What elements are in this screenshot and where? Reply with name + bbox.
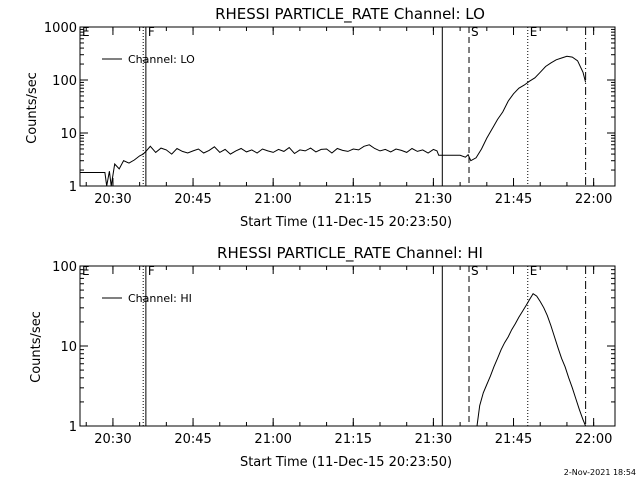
y-tick-labels: 1 10 100 — [52, 260, 77, 435]
x-tick-label: 20:30 — [94, 432, 131, 447]
chart-title: RHESSI PARTICLE_RATE Channel: HI — [217, 244, 483, 263]
y-tick-label: 10 — [60, 127, 77, 142]
x-axis-label: Start Time (11-Dec-15 20:23:50) — [240, 215, 452, 230]
time-marker-label: E — [530, 25, 538, 39]
chart-title: RHESSI PARTICLE_RATE Channel: LO — [215, 5, 485, 24]
y-tick-labels: 1 10 100 1000 — [44, 21, 77, 195]
time-marker-label: E — [82, 264, 90, 278]
x-tick-label: 20:30 — [94, 192, 131, 207]
x-tick-label: 20:45 — [174, 192, 211, 207]
axis-ticks — [80, 26, 615, 187]
x-tick-label: 21:30 — [415, 192, 452, 207]
x-tick-label: 21:45 — [495, 192, 532, 207]
y-tick-label: 1000 — [44, 21, 77, 36]
series-line — [80, 55, 587, 187]
x-tick-label: 21:00 — [254, 432, 291, 447]
x-tick-label: 21:15 — [335, 192, 372, 207]
time-marker-label: F — [148, 264, 155, 278]
time-marker-label: E — [530, 264, 538, 278]
x-tick-labels: 20:30 20:45 21:00 21:15 21:30 21:45 22:00 — [94, 192, 612, 207]
footer-timestamp: 2-Nov-2021 18:54 — [564, 468, 636, 477]
legend-label: Channel: LO — [128, 53, 195, 66]
plot-frame — [79, 26, 616, 187]
y-tick-label: 1 — [69, 420, 77, 435]
time-marker-label: E — [82, 25, 90, 39]
x-tick-label: 21:30 — [415, 432, 452, 447]
plot-frame — [79, 265, 616, 427]
series-lines — [476, 292, 587, 427]
y-tick-label: 10 — [60, 340, 77, 355]
chart-panel-hi: RHESSI PARTICLE_RATE Channel: HI Counts/… — [29, 244, 616, 470]
axis-ticks — [80, 265, 615, 427]
time-marker-label: S — [471, 264, 479, 278]
x-tick-label: 21:45 — [495, 432, 532, 447]
legend: Channel: LO — [102, 53, 195, 66]
y-tick-label: 1 — [69, 180, 77, 195]
series-lines — [80, 55, 587, 187]
x-tick-label: 22:00 — [575, 432, 612, 447]
time-marker-label: F — [148, 25, 155, 39]
time-marker-label: S — [471, 25, 479, 39]
series-line — [476, 292, 587, 427]
x-tick-label: 20:45 — [174, 432, 211, 447]
y-axis-label: Counts/sec — [29, 311, 44, 383]
x-tick-label: 21:15 — [335, 432, 372, 447]
legend: Channel: HI — [102, 292, 192, 305]
y-tick-label: 100 — [52, 74, 77, 89]
legend-label: Channel: HI — [128, 292, 192, 305]
y-tick-label: 100 — [52, 260, 77, 275]
y-axis-label: Counts/sec — [25, 72, 40, 144]
x-axis-label: Start Time (11-Dec-15 20:23:50) — [240, 455, 452, 470]
chart-panel-lo: RHESSI PARTICLE_RATE Channel: LO Counts/… — [25, 5, 616, 230]
x-tick-labels: 20:30 20:45 21:00 21:15 21:30 21:45 22:00 — [94, 432, 612, 447]
x-tick-label: 22:00 — [575, 192, 612, 207]
x-tick-label: 21:00 — [254, 192, 291, 207]
